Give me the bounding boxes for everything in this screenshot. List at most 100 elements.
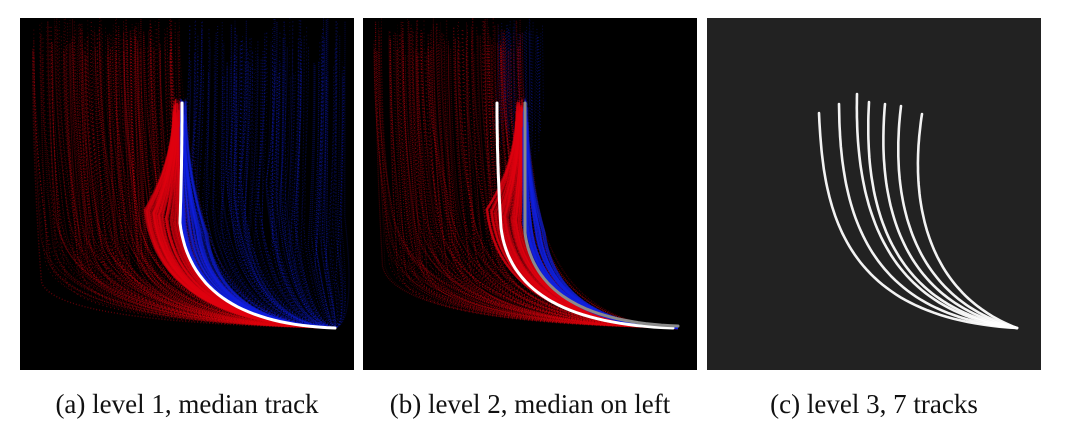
left-track-cloud-strand [137,40,336,329]
left-track-cloud-strand [388,31,679,329]
left-track-cloud-strand [115,52,336,329]
left-track-cloud-strand [388,37,679,329]
left-track-cloud-strand [94,47,336,329]
right-track-cloud-strand [320,31,336,329]
left-track-cloud-strand [168,57,336,329]
left-track-cloud-strand [484,19,679,329]
right-track-cloud-strand [334,67,345,329]
left-track-cloud-strand [443,40,679,329]
left-track-cloud-strand [440,35,679,329]
right-track-remnant [496,18,544,158]
right-track-cloud-strand [291,39,336,329]
left-track-cloud-strand [101,25,336,329]
left-track-cloud-strand [423,20,679,329]
right-track-cloud-strand [254,33,336,329]
seven-tracks-visualization [817,92,1019,330]
median-track-left [495,101,675,330]
left-track-cloud-strand [109,57,336,329]
right-track-remnant-strand [514,33,519,114]
right-track-cloud-strand [265,41,336,329]
left-track-cloud-strand [156,29,336,329]
right-track-cloud-strand [226,67,336,329]
track-group [817,92,1019,330]
left-track-cloud-strand [432,24,679,329]
left-track-cloud-strand [105,27,336,329]
left-track-cloud-strand [465,54,679,329]
left-dense-band-strand [157,114,336,330]
left-track-cloud-strand [94,26,336,329]
right-track-cloud-strand [206,75,336,329]
right-track-cloud-strand [205,72,336,329]
left-track-cloud-strand [158,43,336,329]
left-track-cloud-strand [140,19,336,329]
right-dense-band-strand [182,114,336,330]
left-track-cloud-strand [110,35,336,329]
track-7 [916,112,1019,330]
left-track-cloud-strand [494,25,679,329]
left-track-cloud-strand [412,32,679,329]
left-track-cloud-strand [397,50,679,329]
left-track-cloud-strand [379,55,679,329]
right-track-remnant-strand [525,26,528,139]
right-track-remnant-strand [534,35,537,123]
left-track-cloud-strand [170,20,336,329]
left-track-cloud-strand [72,48,336,329]
left-track-cloud-strand [377,52,679,329]
right-track-cloud-strand [219,62,336,329]
left-track-cloud-strand [396,35,679,329]
right-track-cloud-strand [268,50,336,329]
track-1 [817,111,1019,330]
left-track-cloud-strand [96,34,336,329]
left-track-cloud-strand [417,53,679,329]
left-track-cloud-strand [405,42,679,329]
right-track-cloud-strand [323,19,336,329]
right-track-cloud-strand [242,38,336,329]
right-track-cloud-strand [270,73,336,329]
median-on-left-visualization [373,18,680,330]
left-track-cloud-strand [416,20,679,329]
right-track-remnant-strand [530,30,533,113]
left-track-cloud-strand [78,24,336,329]
right-track-cloud-strand [214,34,336,329]
right-track-cloud-strand [325,18,337,329]
left-track-cloud-strand [81,43,336,329]
left-track-cloud-strand [376,52,679,329]
left-track-cloud-strand [134,26,336,329]
left-track-cloud-strand [429,51,679,329]
left-track-cloud-strand [51,42,336,329]
left-track-cloud-strand [435,28,679,329]
left-track-cloud-strand [416,56,679,329]
left-track-cloud-strand [132,54,336,329]
right-track-cloud-strand [224,68,336,329]
right-track-cloud-strand [290,75,336,329]
left-track-cloud-strand [397,24,679,329]
right-track-cloud-strand [294,20,336,329]
left-track-cloud-strand [133,28,336,329]
right-track-cloud-strand [314,37,336,329]
right-track-remnant-strand [506,29,509,128]
left-track-cloud-strand [69,44,336,329]
right-track-cloud-strand [251,51,336,329]
left-track-cloud-strand [390,38,679,329]
right-track-cloud-strand [179,25,336,329]
left-track-cloud-strand [432,18,679,329]
right-track-cloud-strand [256,32,336,329]
right-track-cloud-strand [296,55,336,329]
left-track-cloud-strand [33,51,336,329]
right-track-cloud-strand [222,24,336,329]
right-track-cloud-strand [222,45,336,329]
left-track-cloud-strand [401,32,679,329]
left-track-cloud-strand [87,34,336,329]
left-track-cloud-strand [133,29,336,329]
left-dense-band-strand [499,123,679,330]
right-track-cloud-strand [284,18,336,329]
right-track-cloud-strand [319,35,336,329]
left-track-cloud-strand [130,37,336,329]
panel-level-2 [363,18,697,370]
right-track-remnant-strand [518,35,521,156]
right-track-cloud-strand [243,38,336,329]
left-track-cloud-strand [402,41,679,329]
left-track-cloud-strand [519,43,679,329]
left-track-cloud-strand [69,19,336,329]
panel-level-1 [20,18,354,370]
